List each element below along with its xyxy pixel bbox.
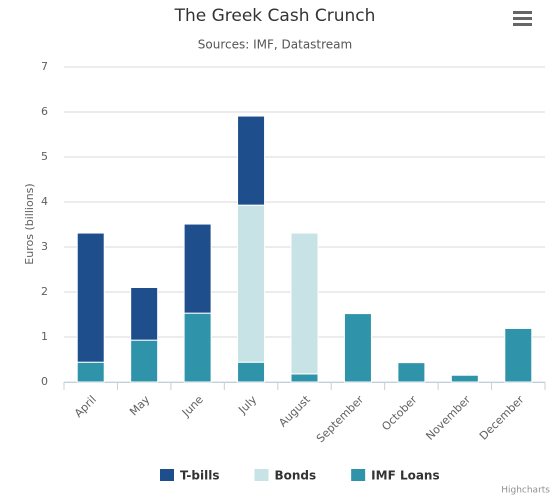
bar-segment: [290, 373, 319, 383]
bar-segment: [237, 361, 266, 383]
menu-bar[interactable]: [513, 11, 532, 14]
bar-segment: [343, 313, 372, 383]
y-tick-label: 2: [41, 285, 48, 298]
y-tick-label: 3: [41, 240, 48, 253]
bar-segment: [76, 232, 105, 363]
bar-segment: [183, 312, 212, 383]
legend-swatch: [254, 469, 269, 481]
y-tick-label: 1: [41, 330, 48, 343]
legend-swatch: [160, 469, 174, 481]
y-tick-label: 4: [41, 195, 48, 208]
bar-segment: [450, 374, 479, 383]
bar-segment: [183, 223, 212, 314]
credits[interactable]: Highcharts: [501, 486, 550, 496]
menu-bar[interactable]: [513, 17, 532, 20]
bar-segment: [130, 339, 159, 383]
y-tick-label: 7: [41, 60, 48, 73]
legend-label: Bonds: [274, 469, 316, 483]
chart-subtitle: Sources: IMF, Datastream: [198, 38, 352, 52]
legend-label: IMF Loans: [371, 469, 439, 483]
bar-segment: [504, 327, 533, 383]
bar-segment: [237, 204, 266, 363]
y-tick-label: 6: [41, 105, 48, 118]
bar-segment: [130, 287, 159, 341]
bar-segment: [290, 232, 319, 375]
y-tick-label: 5: [41, 150, 48, 163]
bar-segment: [397, 362, 426, 383]
legend-label: T-bills: [180, 469, 219, 483]
chart-title: The Greek Cash Crunch: [174, 6, 376, 26]
menu-bar[interactable]: [513, 23, 532, 26]
legend-swatch: [351, 469, 366, 481]
bar-segment: [76, 361, 105, 383]
bar-segment: [237, 115, 266, 206]
menu-button[interactable]: [513, 11, 532, 26]
y-axis-label: Euros (billions): [23, 183, 36, 264]
y-tick-label: 0: [41, 375, 48, 388]
